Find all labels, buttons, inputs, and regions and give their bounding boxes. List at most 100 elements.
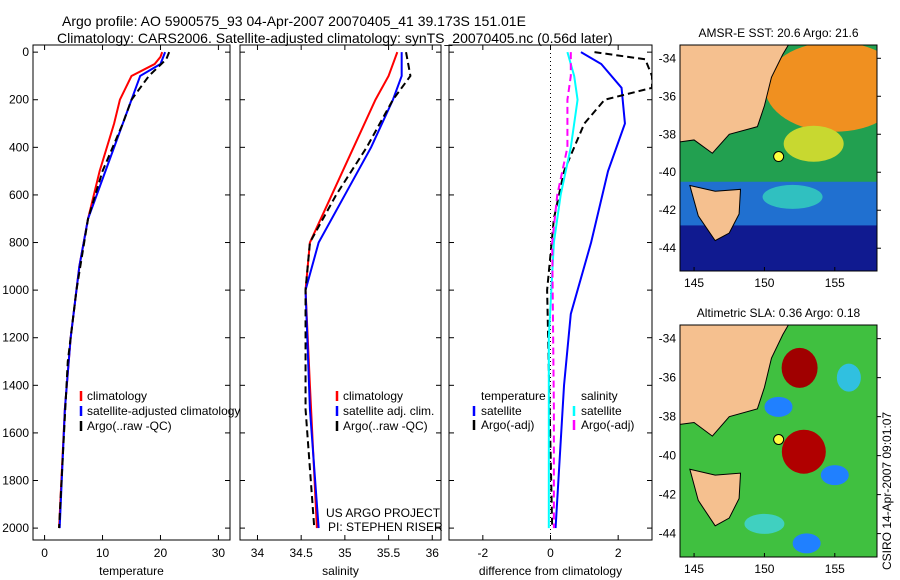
legend-label: Argo(-adj) bbox=[581, 418, 634, 432]
legend-label: Argo(..raw -QC) bbox=[87, 419, 172, 433]
legend-label: satellite bbox=[481, 404, 522, 418]
x-tick-label: 150 bbox=[754, 562, 774, 576]
legend-label: satellite bbox=[581, 404, 622, 418]
x-tick-label: 150 bbox=[754, 276, 774, 290]
series-line-2 bbox=[58, 51, 171, 529]
y-tick-label: -40 bbox=[659, 449, 677, 463]
x-axis-label: difference from climatology bbox=[479, 564, 622, 578]
y-tick-label: -42 bbox=[659, 203, 677, 217]
axes-box bbox=[239, 44, 442, 541]
x-tick-label: 145 bbox=[684, 562, 704, 576]
sla-anomaly bbox=[781, 347, 818, 388]
x-tick-label: 0 bbox=[41, 546, 48, 560]
sst-mid bbox=[783, 125, 844, 162]
y-tick-label: 0 bbox=[22, 45, 29, 59]
sla-anomaly bbox=[820, 465, 849, 486]
x-tick-label: 34 bbox=[251, 546, 265, 560]
x-tick-label: 34.5 bbox=[289, 546, 313, 560]
title-line-2: Climatology: CARS2006. Satellite-adjuste… bbox=[57, 30, 613, 46]
x-tick-label: 0 bbox=[547, 546, 554, 560]
legend-header: salinity bbox=[581, 389, 618, 403]
y-tick-label: -40 bbox=[659, 165, 677, 179]
x-tick-label: 2 bbox=[615, 546, 622, 560]
credit-line-1: US ARGO PROJECT bbox=[326, 506, 441, 520]
y-tick-label: -38 bbox=[659, 127, 677, 141]
map-border bbox=[679, 44, 878, 272]
y-tick-label: -34 bbox=[659, 51, 677, 65]
y-tick-label: 800 bbox=[9, 236, 29, 250]
y-tick-label: 600 bbox=[9, 188, 29, 202]
legend-label: climatology bbox=[343, 389, 403, 403]
sla-anomaly bbox=[764, 396, 793, 417]
legend-label: satellite-adjusted climatology bbox=[87, 404, 240, 418]
series-line-2 bbox=[304, 51, 412, 529]
x-axis-label: salinity bbox=[322, 564, 359, 578]
y-tick-label: -42 bbox=[659, 488, 677, 502]
x-tick-label: 30 bbox=[212, 546, 226, 560]
profile-panel-1: 34 34.5 35 35.5 36 salinity climatologysatelli… bbox=[239, 44, 442, 578]
sla-anomaly bbox=[836, 363, 861, 392]
map-title: AMSR-E SST: 20.6 Argo: 21.6 bbox=[698, 26, 858, 40]
sst-cyan bbox=[762, 184, 823, 209]
y-tick-label: 2000 bbox=[2, 521, 29, 535]
title-line-1: Argo profile: AO 5900575_93 04-Apr-2007 … bbox=[62, 13, 526, 29]
y-tick-label: 1400 bbox=[2, 378, 29, 392]
argo-float-marker bbox=[773, 151, 785, 163]
tasmania-land bbox=[689, 184, 742, 242]
mainland-land bbox=[680, 45, 789, 154]
y-tick-label: -34 bbox=[659, 332, 677, 346]
y-tick-label: -38 bbox=[659, 410, 677, 424]
x-tick-label: -2 bbox=[477, 546, 488, 560]
series-line-2 bbox=[547, 51, 579, 529]
series-line-1 bbox=[304, 52, 403, 529]
map-title: Altimetric SLA: 0.36 Argo: 0.18 bbox=[697, 306, 861, 320]
series-line-0 bbox=[58, 51, 164, 529]
legend-label: Argo(..raw -QC) bbox=[343, 419, 428, 433]
sst-warm bbox=[764, 45, 877, 132]
sla-anomaly bbox=[792, 533, 821, 554]
sst-map: AMSR-E SST: 20.6 Argo: 21.6 145 150 155 -34 -… bbox=[659, 26, 881, 290]
legend-header: temperature bbox=[481, 389, 546, 403]
y-tick-label: 1200 bbox=[2, 331, 29, 345]
y-tick-label: -44 bbox=[659, 527, 677, 541]
x-tick-label: 155 bbox=[825, 562, 845, 576]
x-tick-label: 20 bbox=[154, 546, 168, 560]
x-tick-label: 155 bbox=[825, 276, 845, 290]
tasmania-land bbox=[689, 468, 742, 527]
y-tick-label: -36 bbox=[659, 89, 677, 103]
series-line-3 bbox=[551, 52, 572, 529]
legend-label: Argo(-adj) bbox=[481, 418, 534, 432]
sla-map: Altimetric SLA: 0.36 Argo: 0.18 145 150 155… bbox=[659, 306, 881, 576]
profile-panel-2: -2 0 2 difference from climatology temperatu… bbox=[448, 44, 653, 578]
y-tick-label: -36 bbox=[659, 371, 677, 385]
x-tick-label: 35.5 bbox=[377, 546, 401, 560]
legend-label: climatology bbox=[87, 389, 147, 403]
legend-label: satellite adj. clim. bbox=[343, 404, 434, 418]
series-line-0 bbox=[304, 51, 399, 529]
map-field bbox=[680, 325, 877, 557]
series-line-0 bbox=[554, 51, 626, 529]
sla-anomaly bbox=[781, 429, 826, 474]
x-tick-label: 35 bbox=[338, 546, 352, 560]
profile-panel-0: 0 10 20 30 temperature 0 200 400 600 800 1000 1200 1… bbox=[2, 44, 240, 578]
mainland-land bbox=[680, 325, 789, 437]
y-tick-label: 400 bbox=[9, 140, 29, 154]
map-border bbox=[679, 324, 878, 558]
map-field bbox=[680, 45, 877, 271]
x-tick-label: 145 bbox=[684, 276, 704, 290]
y-tick-label: 200 bbox=[9, 93, 29, 107]
credit-line-2: PI: STEPHEN RISER bbox=[328, 520, 443, 534]
x-tick-label: 10 bbox=[96, 546, 110, 560]
y-tick-label: 1000 bbox=[2, 283, 29, 297]
series-line-1 bbox=[546, 51, 652, 529]
y-tick-label: 1800 bbox=[2, 474, 29, 488]
argo-float-marker bbox=[773, 433, 785, 445]
y-tick-label: -44 bbox=[659, 241, 677, 255]
axes-box bbox=[32, 44, 231, 541]
x-tick-label: 36 bbox=[426, 546, 440, 560]
series-line-1 bbox=[58, 51, 167, 529]
y-tick-label: 1600 bbox=[2, 426, 29, 440]
x-axis-label: temperature bbox=[99, 564, 164, 578]
